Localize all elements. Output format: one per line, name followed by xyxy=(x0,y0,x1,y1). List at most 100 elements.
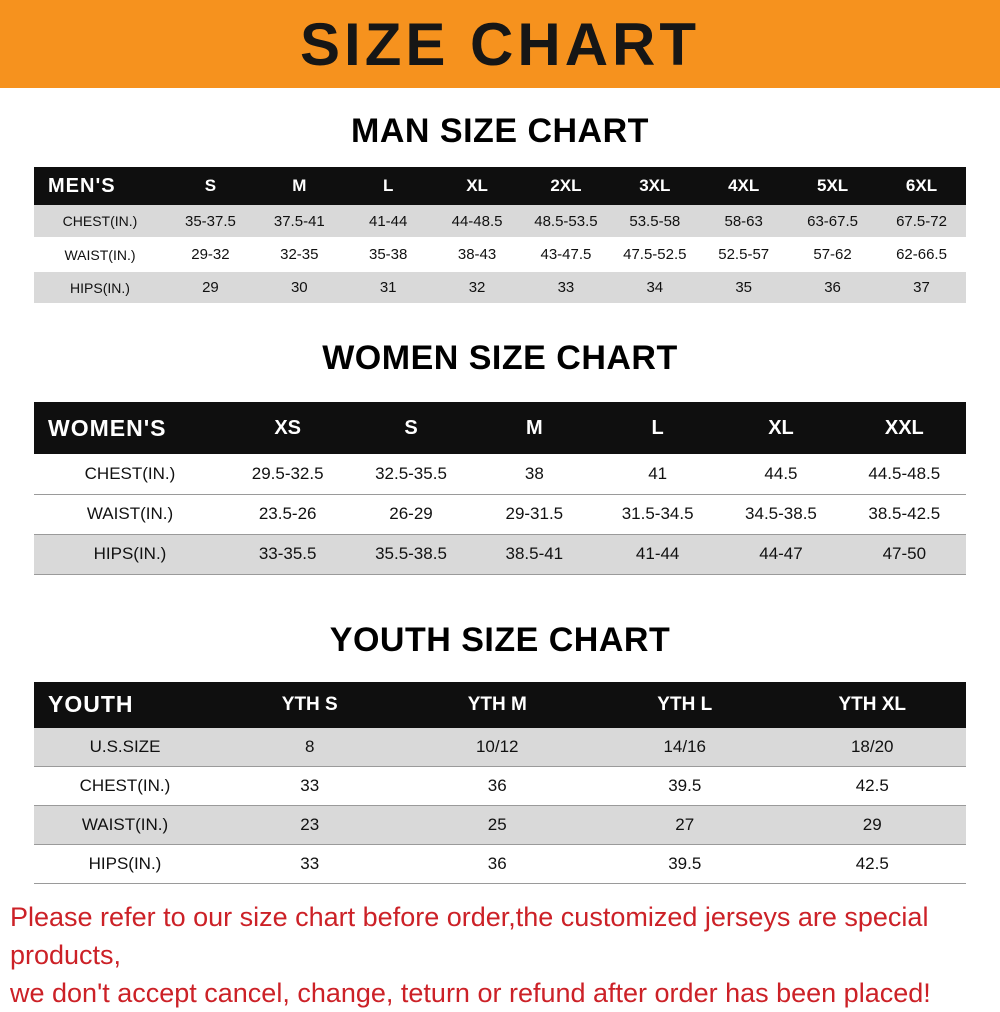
measurement-value-cell: 67.5-72 xyxy=(877,205,966,238)
measurement-value-cell: 42.5 xyxy=(778,766,966,806)
table-row: U.S.SIZE 8 10/12 14/16 18/20 xyxy=(34,727,966,767)
measurement-value-cell: 47.5-52.5 xyxy=(610,238,700,271)
measurement-value-cell: 57-62 xyxy=(788,238,877,271)
table-row: WAIST(IN.) 23 25 27 29 xyxy=(34,805,966,845)
measurement-value-cell: 34.5-38.5 xyxy=(719,494,843,534)
measurement-value-cell: 34 xyxy=(610,271,700,304)
row-label-cell: CHEST(IN.) xyxy=(34,205,166,238)
youth-size-table: YOUTH YTH S YTH M YTH L YTH XL U.S.SIZE 8 10/12… xyxy=(34,681,966,885)
measurement-value-cell: 38.5-41 xyxy=(472,534,596,574)
measurement-value-cell: 39.5 xyxy=(591,766,779,806)
row-label-cell: WAIST(IN.) xyxy=(34,494,226,534)
women-size-section: WOMEN SIZE CHART WOMEN'S XS S M L XL XXL CHEST(… xyxy=(0,305,1000,575)
table-row: CHEST(IN.) 33 36 39.5 42.5 xyxy=(34,766,966,806)
measurement-value-cell: 41-44 xyxy=(343,205,433,238)
measurement-value-cell: 32 xyxy=(432,271,522,304)
row-label-cell: U.S.SIZE xyxy=(34,727,216,767)
table-row: WAIST(IN.) 29-32 32-35 35-38 38-43 43-47.5 47.… xyxy=(34,238,966,271)
measurement-value-cell: 38.5-42.5 xyxy=(842,494,966,534)
measurement-value-cell: 33 xyxy=(521,271,611,304)
measurement-value-cell: 10/12 xyxy=(403,727,591,767)
size-column-header: M xyxy=(472,402,596,454)
table-header-row: MEN'S S M L XL 2XL 3XL 4XL 5XL 6XL xyxy=(34,167,966,205)
measurement-value-cell: 36 xyxy=(788,271,877,304)
measurement-value-cell: 35-38 xyxy=(343,238,433,271)
measurement-value-cell: 39.5 xyxy=(591,844,779,884)
measurement-value-cell: 35.5-38.5 xyxy=(349,534,473,574)
women-size-table: WOMEN'S XS S M L XL XXL CHEST(IN.) 29.5-32.5 32.5… xyxy=(34,402,966,575)
measurement-value-cell: 23.5-26 xyxy=(226,494,350,534)
measurement-value-cell: 8 xyxy=(216,727,404,767)
size-column-header: L xyxy=(343,167,433,205)
youth-size-section: YOUTH SIZE CHART YOUTH YTH S YTH M YTH L YTH… xyxy=(0,575,1000,885)
men-size-section: MAN SIZE CHART MEN'S S M L XL 2XL 3XL 4XL 5XL 6XL… xyxy=(0,88,1000,305)
measurement-value-cell: 63-67.5 xyxy=(788,205,877,238)
measurement-value-cell: 18/20 xyxy=(778,727,966,767)
measurement-value-cell: 31.5-34.5 xyxy=(595,494,720,534)
measurement-value-cell: 27 xyxy=(591,805,779,845)
measurement-value-cell: 33-35.5 xyxy=(226,534,350,574)
table-row: HIPS(IN.) 33 36 39.5 42.5 xyxy=(34,844,966,884)
size-column-header: XL xyxy=(432,167,522,205)
size-column-header: 3XL xyxy=(610,167,700,205)
size-column-header: YTH S xyxy=(216,681,404,728)
measurement-value-cell: 47-50 xyxy=(842,534,966,574)
measurement-value-cell: 44.5-48.5 xyxy=(842,454,966,494)
measurement-value-cell: 35 xyxy=(699,271,789,304)
size-column-header: 2XL xyxy=(521,167,611,205)
measurement-value-cell: 52.5-57 xyxy=(699,238,789,271)
row-label-cell: CHEST(IN.) xyxy=(34,766,216,806)
measurement-value-cell: 26-29 xyxy=(349,494,473,534)
measurement-value-cell: 33 xyxy=(216,766,404,806)
measurement-value-cell: 29-32 xyxy=(166,238,255,271)
man-size-chart-heading: MAN SIZE CHART xyxy=(351,112,649,150)
men-size-table: MEN'S S M L XL 2XL 3XL 4XL 5XL 6XL CHEST(IN.) 35-37… xyxy=(34,167,966,305)
measurement-value-cell: 44-47 xyxy=(719,534,843,574)
disclaimer-text: Please refer to our size chart before or… xyxy=(0,898,1000,1012)
banner-title: SIZE CHART xyxy=(300,10,700,78)
size-column-header: S xyxy=(166,167,255,205)
disclaimer-line-2: we don't accept cancel, change, teturn o… xyxy=(10,978,931,1008)
row-label-cell: HIPS(IN.) xyxy=(34,534,226,574)
measurement-value-cell: 37.5-41 xyxy=(254,205,344,238)
measurement-value-cell: 36 xyxy=(403,844,591,884)
table-header-row: WOMEN'S XS S M L XL XXL xyxy=(34,402,966,454)
size-column-header: S xyxy=(349,402,473,454)
size-column-header: YTH M xyxy=(403,681,591,728)
measurement-value-cell: 44.5 xyxy=(719,454,843,494)
measurement-value-cell: 36 xyxy=(403,766,591,806)
size-chart-banner: SIZE CHART xyxy=(0,0,1000,88)
table-title-cell: MEN'S xyxy=(34,167,166,205)
measurement-value-cell: 35-37.5 xyxy=(166,205,255,238)
row-label-cell: CHEST(IN.) xyxy=(34,454,226,494)
table-row: CHEST(IN.) 35-37.5 37.5-41 41-44 44-48.5 48.5… xyxy=(34,205,966,238)
row-label-cell: HIPS(IN.) xyxy=(34,844,216,884)
women-size-chart-heading: WOMEN SIZE CHART xyxy=(322,339,678,377)
measurement-value-cell: 29-31.5 xyxy=(472,494,596,534)
measurement-value-cell: 25 xyxy=(403,805,591,845)
size-column-header: XL xyxy=(719,402,843,454)
size-column-header: YTH XL xyxy=(778,681,966,728)
measurement-value-cell: 42.5 xyxy=(778,844,966,884)
table-title-cell: WOMEN'S xyxy=(34,402,226,454)
size-column-header: 6XL xyxy=(877,167,966,205)
measurement-value-cell: 33 xyxy=(216,844,404,884)
disclaimer-line-1: Please refer to our size chart before or… xyxy=(10,902,929,970)
measurement-value-cell: 44-48.5 xyxy=(432,205,522,238)
table-row: CHEST(IN.) 29.5-32.5 32.5-35.5 38 41 44.5 44.5… xyxy=(34,454,966,494)
measurement-value-cell: 32-35 xyxy=(254,238,344,271)
row-label-cell: WAIST(IN.) xyxy=(34,805,216,845)
measurement-value-cell: 48.5-53.5 xyxy=(521,205,611,238)
measurement-value-cell: 41-44 xyxy=(595,534,720,574)
measurement-value-cell: 29 xyxy=(778,805,966,845)
table-row: HIPS(IN.) 29 30 31 32 33 34 35 36 37 xyxy=(34,271,966,304)
measurement-value-cell: 14/16 xyxy=(591,727,779,767)
measurement-value-cell: 38 xyxy=(472,454,596,494)
row-label-cell: WAIST(IN.) xyxy=(34,238,166,271)
measurement-value-cell: 43-47.5 xyxy=(521,238,611,271)
measurement-value-cell: 62-66.5 xyxy=(877,238,966,271)
measurement-value-cell: 31 xyxy=(343,271,433,304)
size-column-header: XS xyxy=(226,402,350,454)
measurement-value-cell: 30 xyxy=(254,271,344,304)
measurement-value-cell: 23 xyxy=(216,805,404,845)
